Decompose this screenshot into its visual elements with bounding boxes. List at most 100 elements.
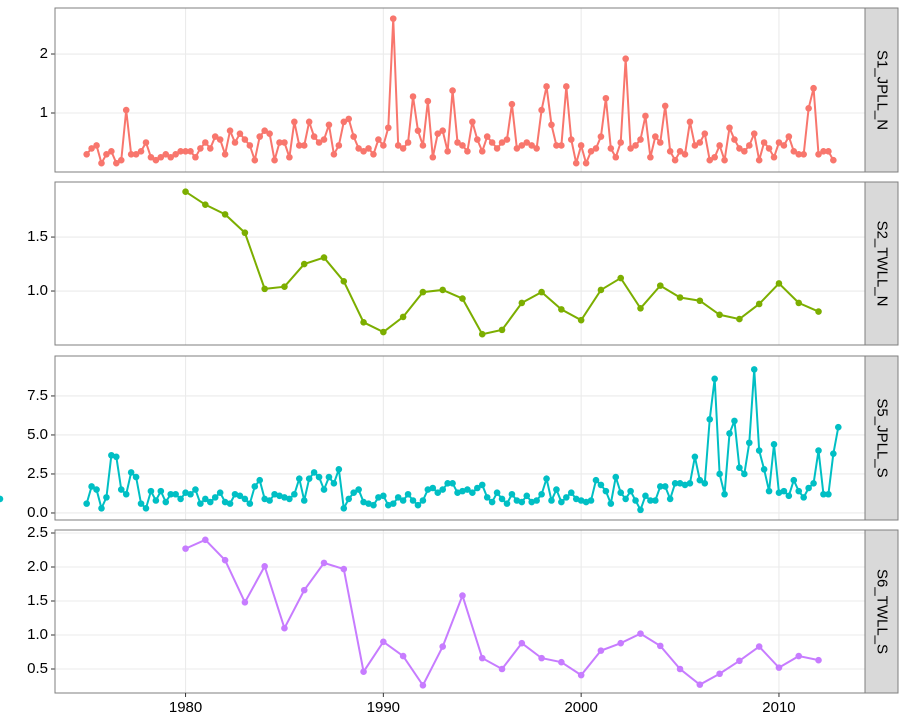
point <box>127 151 135 158</box>
panel-border <box>54 7 866 173</box>
point <box>291 490 298 498</box>
strip-label: S2_TWLL_N <box>874 221 891 307</box>
point <box>483 494 491 501</box>
panel-border <box>54 529 866 694</box>
point <box>775 139 783 146</box>
point <box>656 642 664 650</box>
panel-border <box>54 355 866 521</box>
point <box>701 130 709 137</box>
y-tick-label: 1 <box>40 104 48 121</box>
point <box>597 133 605 140</box>
point <box>132 151 140 158</box>
point <box>271 156 278 164</box>
point <box>558 306 565 313</box>
point <box>167 490 175 498</box>
point <box>533 497 540 504</box>
point <box>736 145 743 152</box>
point <box>251 156 259 164</box>
point <box>597 647 605 654</box>
point <box>281 139 288 146</box>
point <box>696 681 704 688</box>
point <box>182 148 189 155</box>
point <box>444 480 451 487</box>
point <box>360 148 367 155</box>
point <box>360 319 367 326</box>
point <box>88 145 95 152</box>
point <box>716 311 723 319</box>
point <box>310 133 318 140</box>
point <box>137 500 145 507</box>
point <box>202 201 209 208</box>
y-tick-label: 1.0 <box>27 626 48 643</box>
point <box>493 489 501 496</box>
point <box>241 495 249 503</box>
point <box>637 630 644 637</box>
point <box>785 492 793 500</box>
point <box>216 489 224 496</box>
strip <box>864 355 899 521</box>
point <box>226 500 234 507</box>
point <box>607 145 615 152</box>
point <box>375 136 382 143</box>
point <box>656 282 664 289</box>
point <box>394 494 402 501</box>
point <box>394 142 402 149</box>
point <box>602 94 610 102</box>
point <box>266 497 273 504</box>
point <box>508 490 516 498</box>
point <box>745 439 753 447</box>
point <box>469 489 476 496</box>
point <box>281 283 288 291</box>
point <box>266 130 273 137</box>
point <box>691 453 699 461</box>
point <box>389 500 397 507</box>
point <box>335 465 343 473</box>
point <box>98 159 105 167</box>
point <box>424 97 432 105</box>
point <box>523 492 531 500</box>
point <box>380 492 387 500</box>
point <box>345 495 353 503</box>
point <box>696 476 704 484</box>
point <box>454 139 461 146</box>
point <box>414 501 422 509</box>
point <box>795 299 803 307</box>
point <box>300 142 308 149</box>
point <box>617 139 625 146</box>
point <box>300 497 308 504</box>
point <box>478 148 486 155</box>
point <box>622 55 629 63</box>
point <box>760 465 768 473</box>
point <box>419 288 427 296</box>
point <box>132 473 140 481</box>
point <box>498 665 506 673</box>
strip-label: S5_JPLL_S <box>874 398 891 477</box>
point <box>661 483 669 490</box>
point <box>177 495 184 503</box>
point <box>642 492 649 500</box>
point <box>261 127 268 135</box>
point <box>488 498 496 506</box>
point <box>256 476 264 484</box>
y-tick-label: 2.5 <box>27 524 48 541</box>
point <box>459 295 466 302</box>
point <box>419 142 427 149</box>
point <box>716 142 723 149</box>
point <box>736 464 743 472</box>
point <box>790 476 798 484</box>
point <box>587 497 595 504</box>
point <box>93 142 100 149</box>
point <box>563 494 570 501</box>
point <box>162 498 170 506</box>
point <box>498 139 506 146</box>
point <box>780 142 788 149</box>
point <box>197 500 204 507</box>
point <box>780 487 788 495</box>
point <box>790 148 798 155</box>
point <box>582 159 590 167</box>
point <box>637 136 644 143</box>
point <box>627 145 634 152</box>
point <box>241 136 249 143</box>
point <box>464 148 471 155</box>
